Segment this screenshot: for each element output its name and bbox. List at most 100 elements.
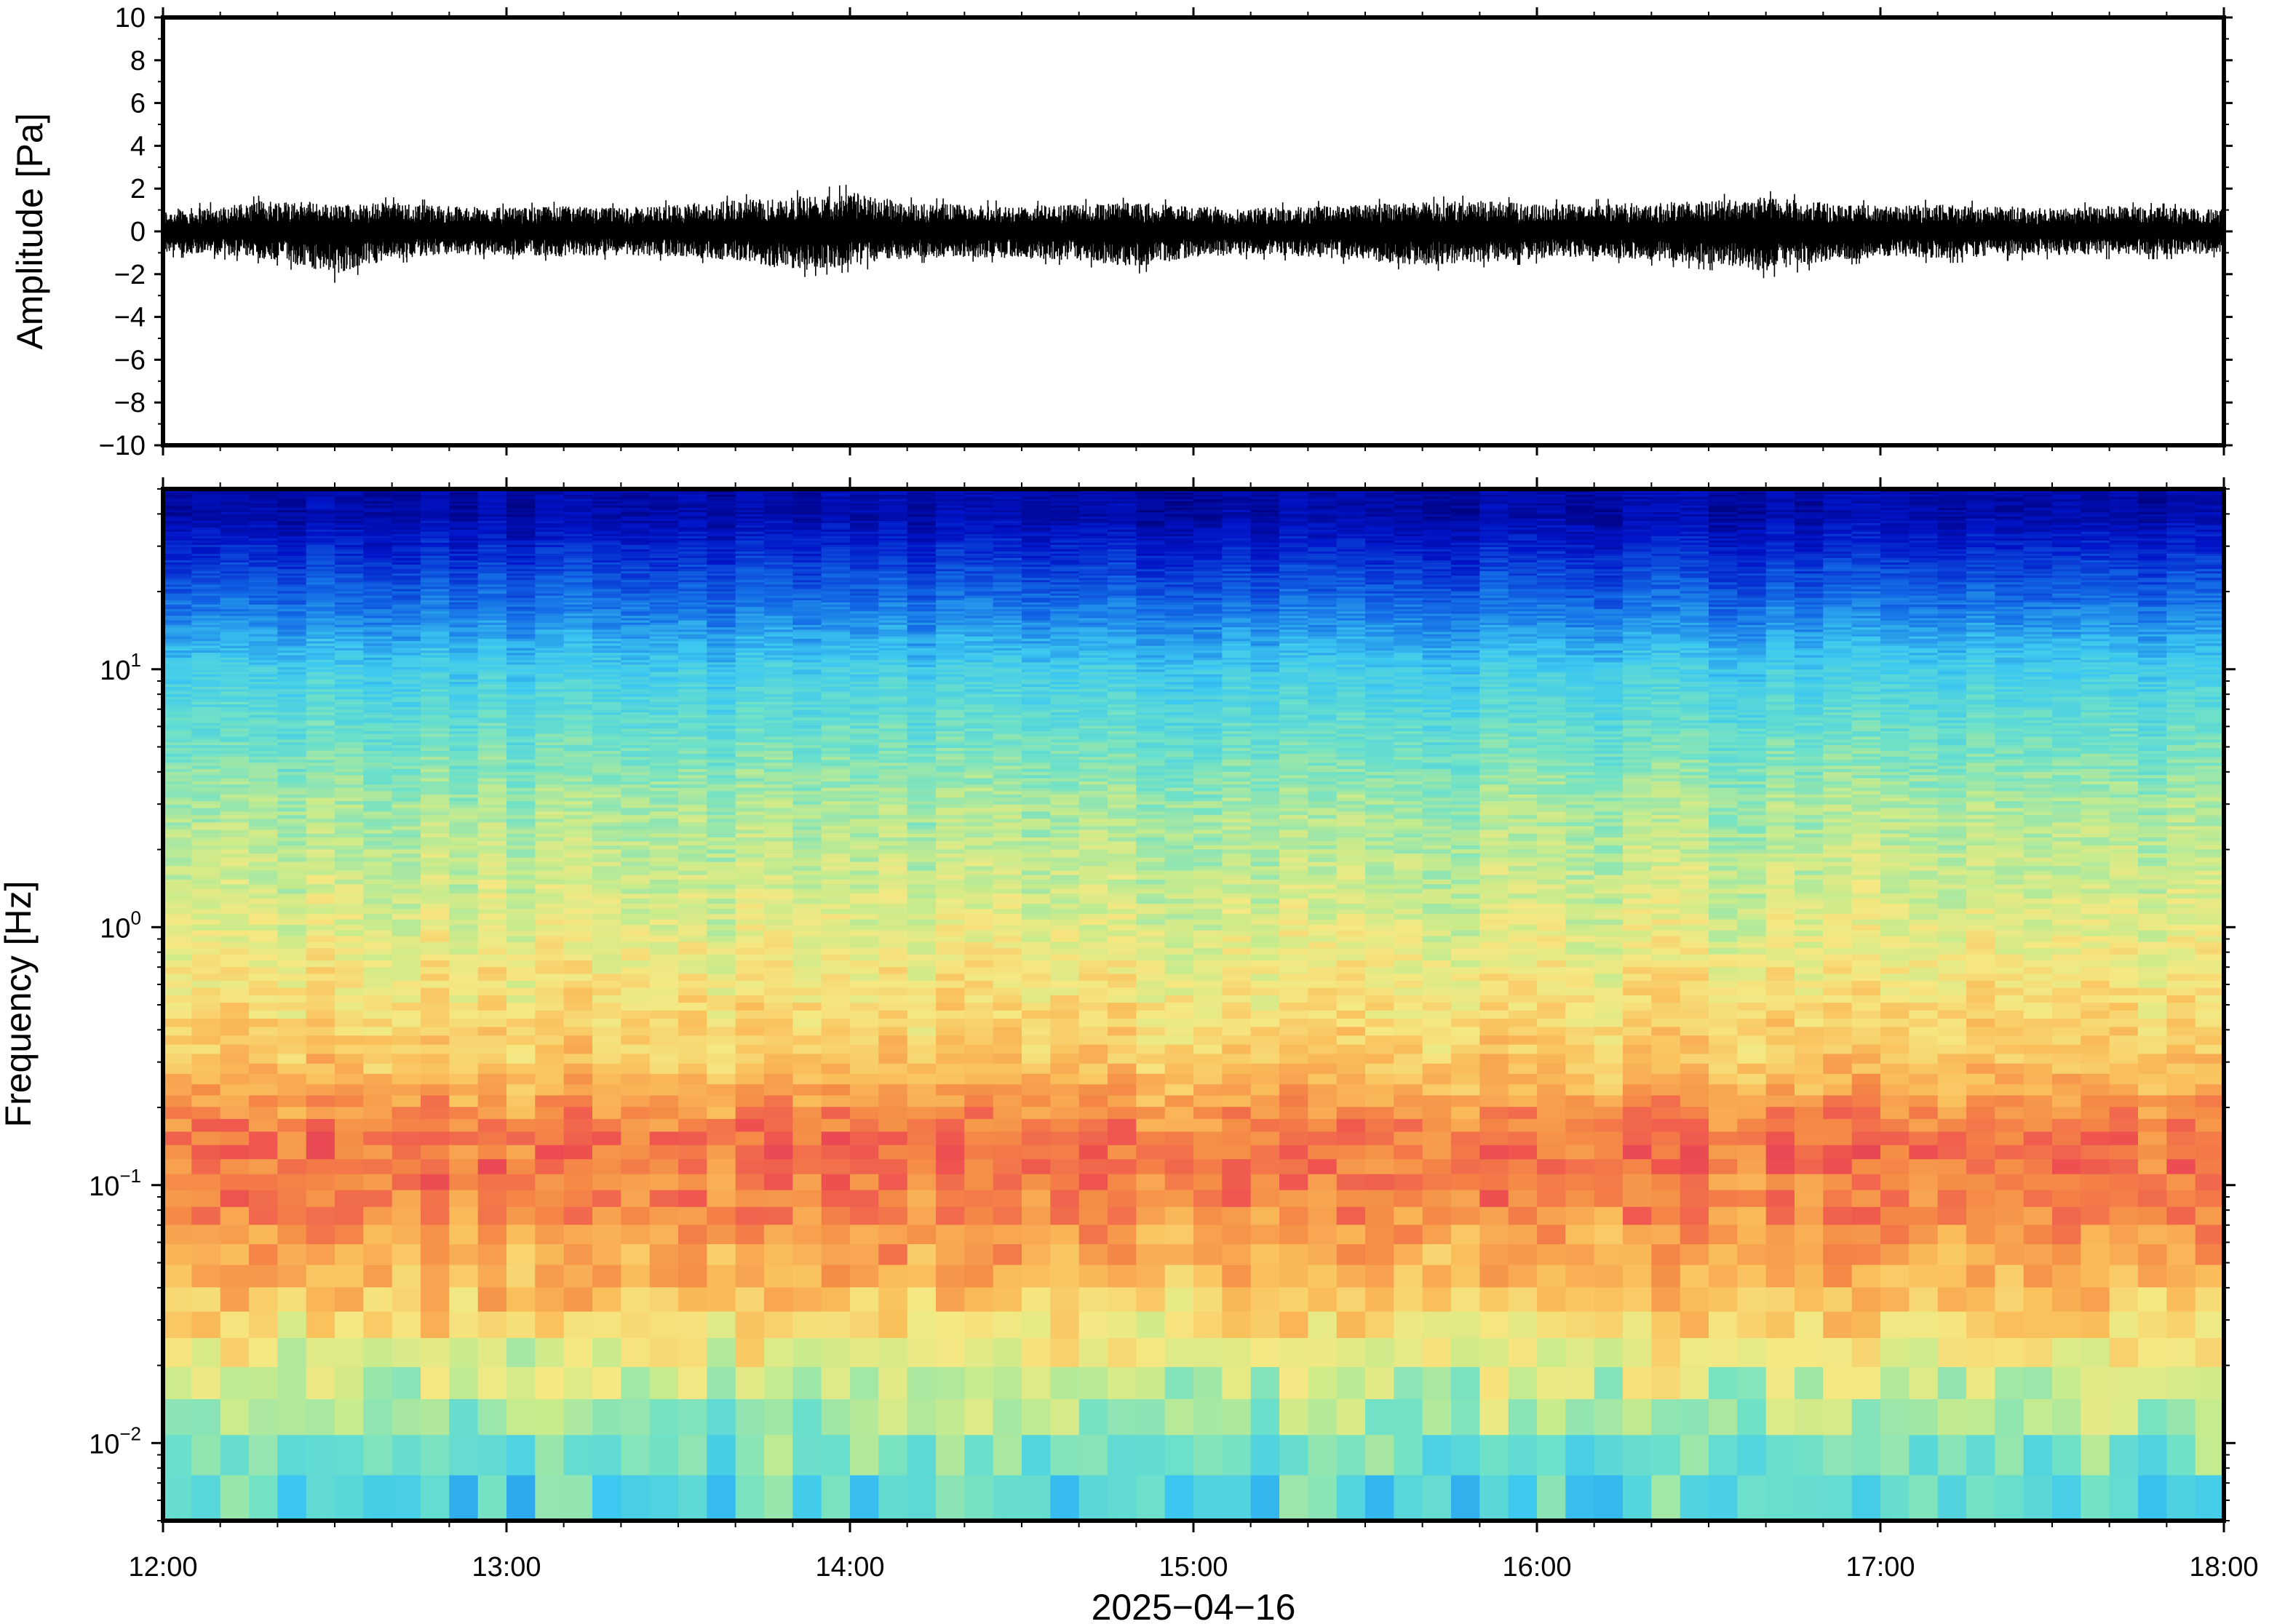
waveform-y-tick-label: −2 [114, 260, 146, 290]
spectrogram-cell [220, 514, 250, 517]
spectrogram-cell [678, 608, 707, 612]
spectrogram-cell [621, 562, 651, 565]
spectrogram-cell [764, 676, 793, 680]
spectrogram-cell [821, 538, 851, 541]
spectrogram-cell [306, 595, 335, 598]
spectrogram-cell [678, 688, 707, 692]
spectrogram-cell [163, 1118, 192, 1132]
spectrogram-cell [249, 715, 278, 718]
spectrogram-cell [506, 560, 536, 562]
spectrogram-cell [306, 739, 335, 743]
spectrogram-cell [191, 672, 221, 674]
spectrogram-cell [792, 490, 822, 493]
spectrogram-cell [335, 1063, 364, 1074]
spectrogram-cell [249, 542, 278, 545]
spectrogram-cell [421, 520, 450, 523]
spectrogram-cell [678, 778, 707, 781]
spectrogram-cell [707, 883, 736, 889]
spectrogram-cell [678, 723, 707, 726]
spectrogram-cell [163, 610, 192, 614]
spectrogram-cell [306, 790, 335, 795]
spectrogram-cell [792, 1083, 822, 1096]
spectrogram-cell [249, 1106, 278, 1119]
spectrogram-cell [363, 898, 393, 904]
spectrogram-cell [191, 564, 221, 568]
spectrogram-cell [392, 720, 421, 723]
spectrogram-cell [592, 861, 621, 867]
spectrogram-cell [277, 501, 307, 503]
spectrogram-cell [477, 1145, 507, 1160]
spectrogram-cell [621, 638, 651, 642]
spectrogram-cell [563, 787, 593, 792]
spectrogram-cell [335, 555, 364, 558]
spectrogram-cell [477, 825, 507, 830]
spectrogram-cell [563, 725, 593, 729]
spectrogram-cell [707, 744, 736, 749]
spectrogram-cell [506, 555, 536, 558]
spectrogram-cell [506, 771, 536, 776]
spectrogram-cell [277, 1094, 307, 1107]
spectrogram-cell [563, 744, 593, 749]
spectrogram-cell [707, 626, 736, 630]
spectrogram-cell [792, 551, 822, 554]
spectrogram-cell [306, 1002, 335, 1011]
spectrogram-cell [306, 588, 335, 592]
spectrogram-cell [506, 522, 536, 525]
spectrogram-cell [363, 618, 393, 621]
spectrogram-cell [363, 507, 393, 510]
spectrogram-cell [306, 597, 335, 600]
spectrogram-cell [821, 756, 851, 760]
spectrogram-cell [649, 570, 679, 574]
spectrogram-cell [821, 942, 851, 949]
spectrogram-cell [821, 709, 851, 713]
spectrogram-cell [421, 1010, 450, 1019]
spectrogram-cell [363, 681, 393, 685]
spectrogram-cell [277, 818, 307, 823]
spectrogram-cell [592, 629, 621, 632]
spectrogram-cell [821, 866, 851, 871]
spectrogram-cell [306, 527, 335, 530]
spectrogram-cell [535, 706, 565, 710]
spectrogram-cell [306, 919, 335, 926]
spectrogram-cell [191, 613, 221, 616]
spectrogram-cell [220, 533, 250, 536]
spectrogram-cell [392, 560, 421, 562]
spectrogram-cell [792, 715, 822, 718]
spectrogram-cell [678, 1174, 707, 1190]
spectrogram-cell [506, 1337, 536, 1367]
spectrogram-cell [449, 698, 479, 702]
spectrogram-cell [764, 753, 793, 757]
spectrogram-cell [535, 518, 565, 521]
spectrogram-cell [621, 538, 651, 541]
spectrogram-cell [363, 527, 393, 530]
spectrogram-cell [220, 570, 250, 574]
spectrogram-cell [163, 947, 192, 955]
spectrogram-cell [678, 588, 707, 592]
spectrogram-cell [764, 629, 793, 632]
spectrogram-cell [306, 715, 335, 718]
spectrogram-cell [621, 1475, 651, 1521]
spectrogram-cell [306, 496, 335, 499]
spectrogram-cell [850, 845, 879, 850]
spectrogram-cell [735, 845, 765, 850]
spectrogram-cell [649, 490, 679, 493]
spectrogram-cell [621, 797, 651, 802]
spectrogram-cell [306, 875, 335, 880]
spectrogram-cell [363, 704, 393, 707]
spectrogram-cell [764, 848, 793, 853]
spectrogram-cell [220, 973, 250, 981]
spectrogram-cell [277, 648, 307, 650]
spectrogram-cell [764, 691, 793, 695]
spectrogram-cell [707, 698, 736, 702]
spectrogram-cell [678, 1206, 707, 1225]
spectrogram-cell [707, 557, 736, 560]
spectrogram-cell [592, 696, 621, 700]
spectrogram-cell [850, 960, 879, 968]
spectrogram-cell [363, 778, 393, 781]
spectrogram-cell [363, 553, 393, 556]
spectrogram-cell [249, 980, 278, 988]
spectrogram-cell [535, 693, 565, 697]
spectrogram-cell [563, 618, 593, 621]
spectrogram-cell [363, 753, 393, 757]
spectrogram-cell [764, 503, 793, 506]
